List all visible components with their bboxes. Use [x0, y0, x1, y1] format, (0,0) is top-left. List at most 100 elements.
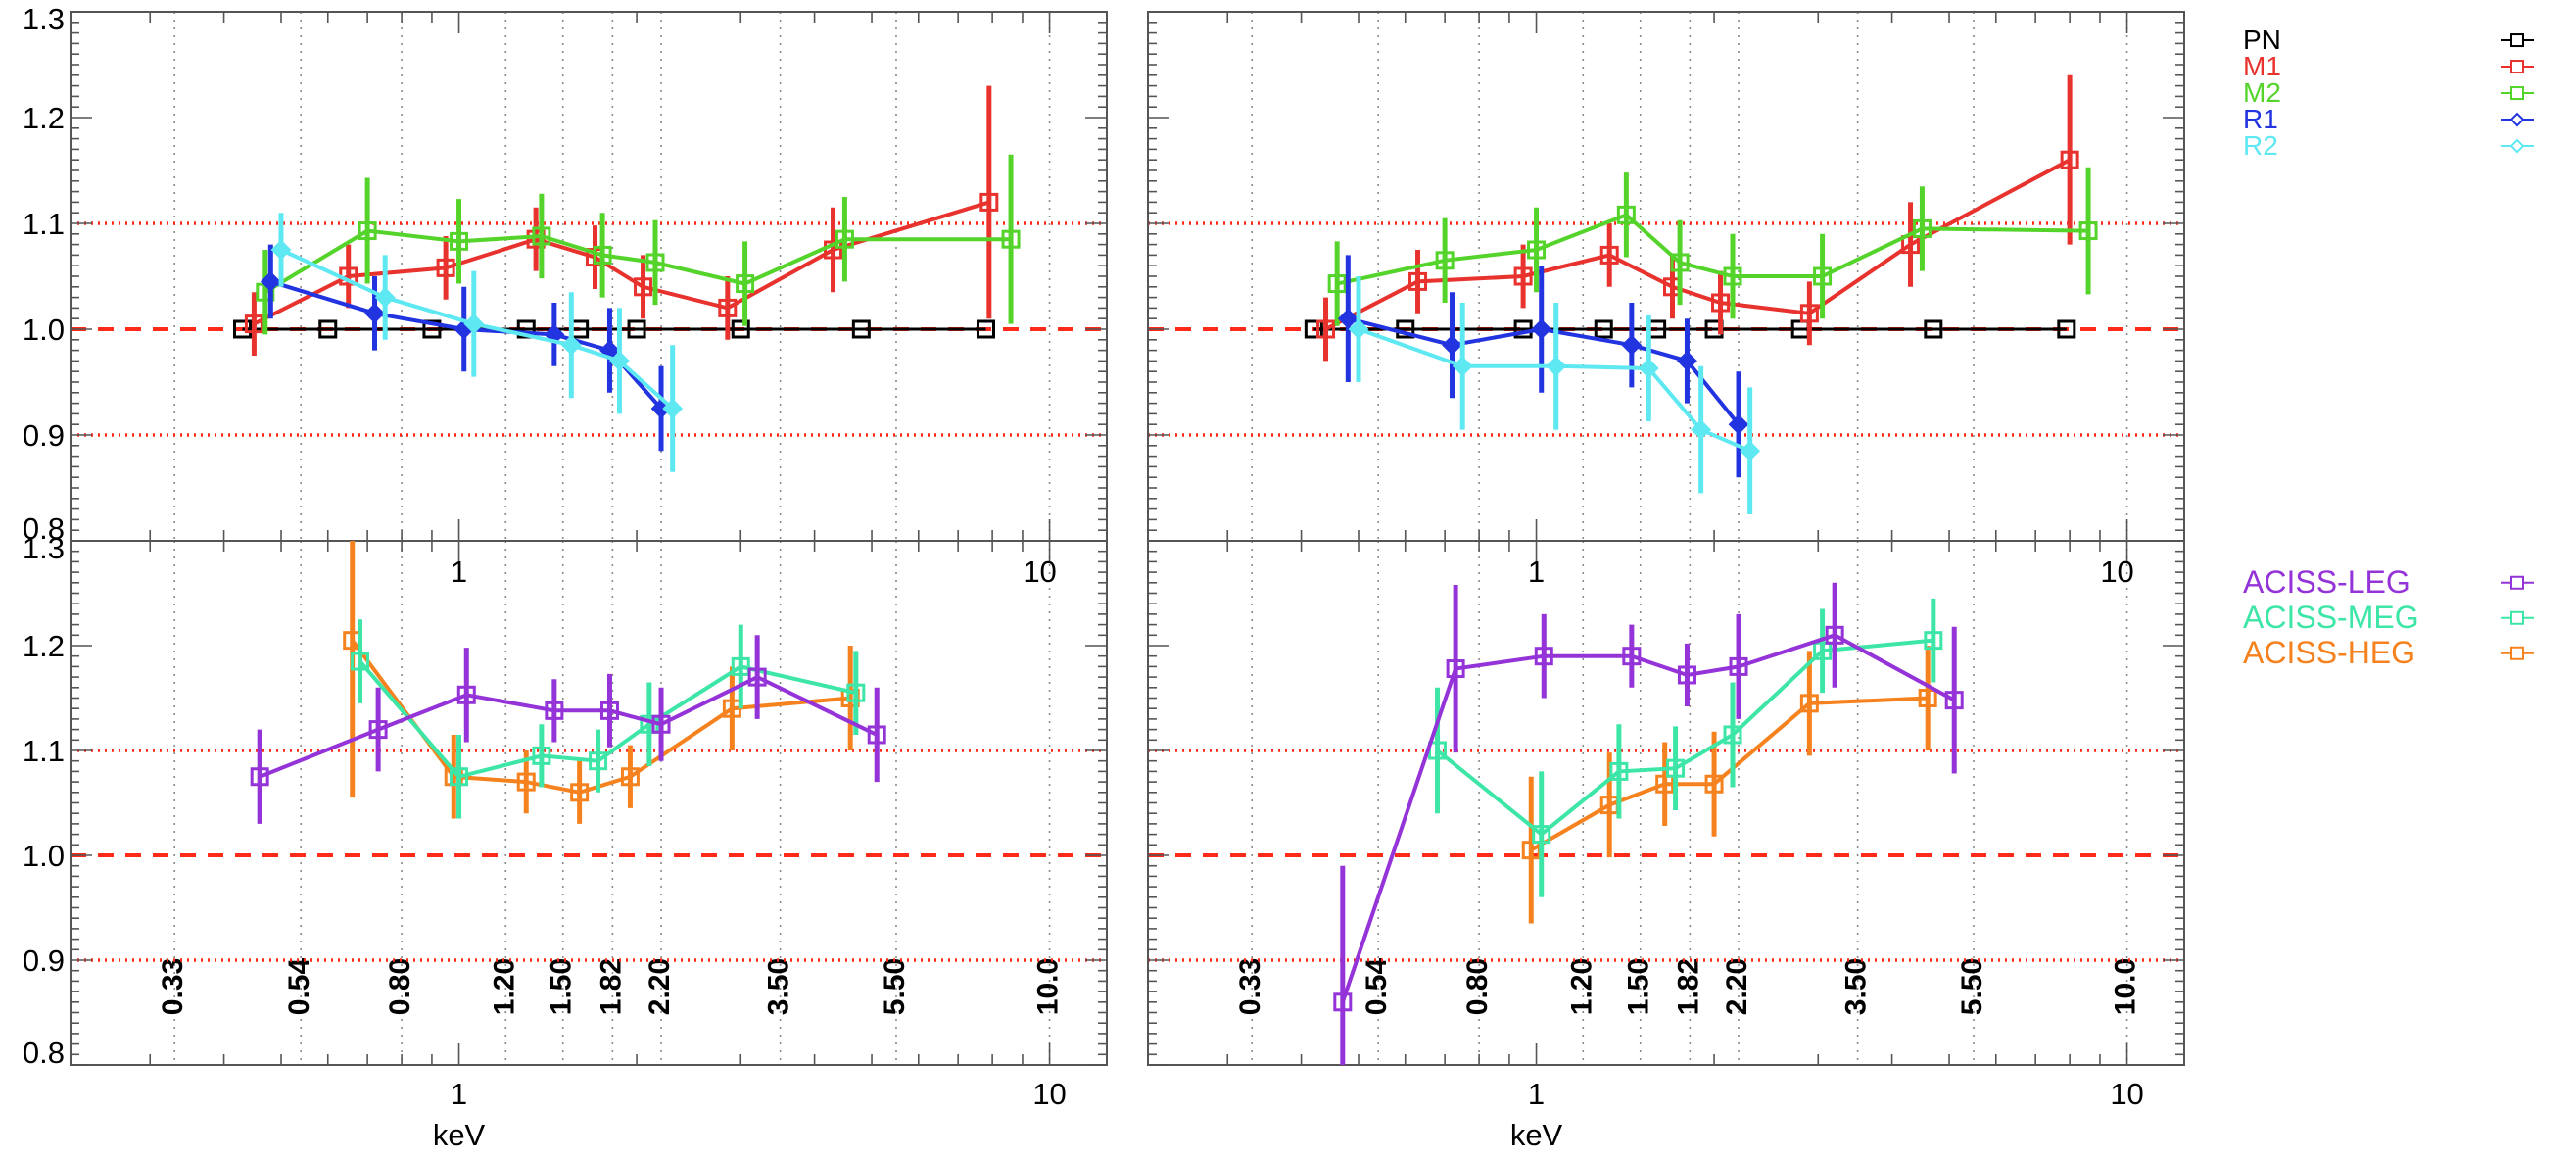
series-layer [233, 85, 1021, 472]
marker-aciss-leg [1534, 647, 1553, 666]
marker-aciss-heg [516, 772, 536, 792]
marker-aciss-meg [351, 652, 370, 671]
marker-r2 [1348, 318, 1369, 340]
marker-m1 [1599, 245, 1619, 265]
x-axis-title: keV [433, 1118, 486, 1152]
y-tick-label: 1.0 [23, 313, 65, 347]
marker-r1 [1442, 334, 1462, 356]
panel-bottom-right: 0.33 0.54 0.80 1.20 1.50 1.82 2.20 3.50 5.50 10.0… [1147, 540, 2185, 1152]
energy-band-label: 2.20 [644, 958, 676, 1015]
legend-label: ACISS-HEG [2243, 635, 2415, 670]
marker-aciss-leg [1333, 992, 1353, 1012]
energy-band-label: 1.50 [1623, 958, 1655, 1015]
panel-top-left: 0.8 0.9 1.0 1.1 1.2 1.3 [23, 2, 1108, 546]
marker-aciss-leg [1446, 659, 1465, 679]
marker-r2 [1452, 356, 1473, 377]
legend-label: M2 [2243, 77, 2281, 108]
panel-bottom-left: 0.33 0.54 0.80 1.20 1.50 1.82 2.20 3.50 5.50 10.0… [23, 531, 1108, 1152]
energy-band-label: 1.20 [1565, 958, 1598, 1015]
marker-pn [422, 319, 442, 339]
series-line-r1 [1347, 316, 1741, 426]
energy-band-label: 10.0 [1032, 958, 1065, 1015]
marker-m2 [1813, 266, 1833, 286]
legend-label: PN [2243, 24, 2281, 55]
series-layer [1333, 582, 1964, 1065]
energy-band-label: 3.50 [763, 958, 795, 1015]
energy-band-label: 1.82 [595, 958, 627, 1015]
marker-m2 [358, 221, 377, 241]
marker-pn [627, 319, 646, 339]
y-tick-label: 0.8 [23, 1036, 65, 1070]
energy-band-label: 2.20 [1721, 958, 1753, 1015]
legend-label: R2 [2243, 130, 2278, 161]
marker-aciss-leg [1729, 656, 1748, 676]
marker-aciss-leg [545, 701, 564, 720]
marker-aciss-meg [532, 746, 551, 765]
marker-r1 [364, 303, 385, 324]
plot-frame [1147, 11, 2185, 542]
marker-pn [1594, 319, 1613, 339]
marker-r1 [1621, 334, 1643, 356]
marker-m1 [1799, 304, 1819, 323]
y-tick-label: 1.2 [23, 629, 65, 663]
marker-m2 [1670, 253, 1690, 272]
marker-aciss-meg [450, 767, 469, 787]
marker-r1 [1728, 413, 1749, 435]
series-line-aciss-leg [259, 674, 879, 779]
marker-aciss-meg [731, 656, 750, 676]
x-top-tick-label: 1 [451, 555, 467, 589]
energy-band-label: 5.50 [879, 958, 911, 1015]
marker-m1 [1711, 293, 1731, 313]
energy-band-label: 1.20 [488, 958, 520, 1015]
y-tick-label: 1.0 [23, 839, 65, 873]
marker-aciss-meg [1666, 758, 1686, 778]
marker-m1 [244, 314, 263, 334]
energy-band-label: 0.80 [384, 958, 416, 1015]
y-tick-label: 0.8 [23, 511, 65, 546]
series-line-aciss-leg [1340, 633, 1956, 1003]
marker-aciss-leg [1677, 665, 1696, 685]
marker-aciss-heg [570, 783, 590, 802]
y-tick-label: 0.9 [23, 418, 65, 453]
marker-m1 [634, 277, 653, 297]
marker-pn [976, 319, 995, 339]
marker-m1 [1513, 266, 1533, 286]
marker-aciss-meg [1813, 641, 1833, 660]
marker-m1 [2060, 150, 2079, 169]
marker-m2 [1001, 229, 1021, 249]
energy-band-label: 0.33 [1234, 958, 1266, 1015]
energy-band-label: 10.0 [2110, 958, 2142, 1015]
legend-marker [2509, 112, 2525, 127]
marker-pn [851, 319, 871, 339]
energy-band-label: 0.80 [1461, 958, 1494, 1015]
marker-aciss-meg [846, 683, 866, 702]
marker-aciss-leg [1622, 647, 1642, 666]
x-tick-label: 1 [451, 1077, 467, 1111]
legend-marker [2510, 646, 2524, 660]
series-layer [1304, 74, 2098, 514]
marker-aciss-leg [250, 767, 269, 787]
x-tick-label: 10 [1032, 1077, 1066, 1111]
x-top-tick-label: 1 [1528, 555, 1545, 589]
marker-r2 [662, 398, 684, 419]
legend-label: M1 [2243, 51, 2281, 81]
marker-aciss-leg [867, 725, 886, 745]
marker-r2 [1691, 419, 1712, 441]
marker-pn [1304, 319, 1323, 339]
y-tick-label: 1.1 [23, 207, 65, 241]
marker-pn [731, 319, 750, 339]
marker-pn [1924, 319, 1943, 339]
marker-m2 [645, 253, 665, 272]
series-line-m2 [1336, 213, 2089, 286]
series-line-m1 [1324, 158, 2072, 331]
legend-marker [2510, 86, 2524, 101]
series-line-aciss-heg [1530, 696, 1929, 852]
marker-m2 [532, 226, 551, 246]
legend-marker [2509, 138, 2525, 154]
energy-band-label: 1.50 [546, 958, 578, 1015]
x-tick-label: 1 [1528, 1077, 1545, 1111]
y-tick-label: 1.1 [23, 734, 65, 768]
marker-m2 [2078, 221, 2098, 241]
